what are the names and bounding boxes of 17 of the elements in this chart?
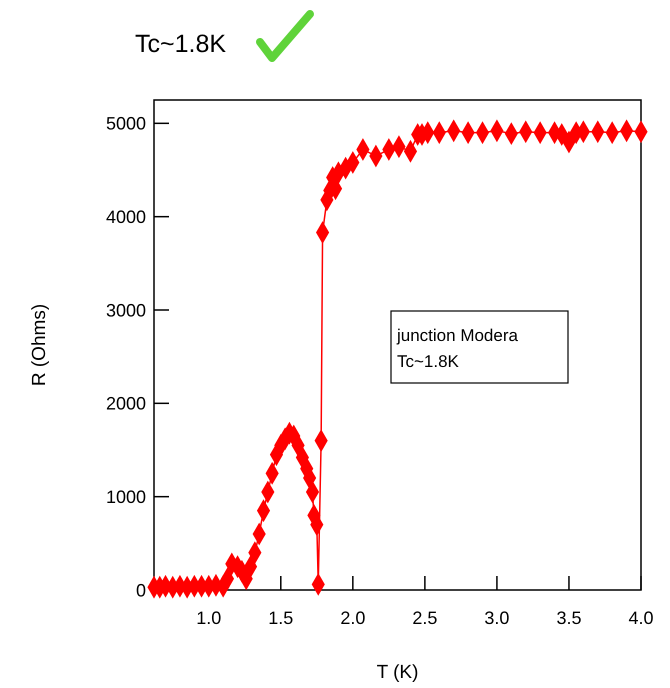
y-tick-label: 2000 — [106, 394, 146, 414]
y-axis-title: R (Ohms) — [29, 304, 50, 386]
x-tick-label: 4.0 — [628, 608, 654, 628]
y-tick-label: 5000 — [106, 114, 146, 134]
annotation: junction Modera Tc~1.8K — [396, 326, 519, 371]
x-tick-label: 1.5 — [268, 608, 294, 628]
chart-title: Tc~1.8K — [135, 30, 226, 58]
x-tick-label: 2.0 — [340, 608, 366, 628]
x-tick-label: 1.0 — [196, 608, 222, 628]
x-tick-label: 3.0 — [484, 608, 510, 628]
x-tick-label: 3.5 — [556, 608, 582, 628]
y-tick-label: 3000 — [106, 300, 146, 320]
y-tick-label: 1000 — [106, 486, 146, 507]
x-tick-label: 2.5 — [412, 608, 438, 628]
y-tick-label: 4000 — [106, 206, 146, 227]
y-tick-label: 0 — [136, 580, 146, 600]
x-axis-title: T (K) — [376, 662, 418, 683]
